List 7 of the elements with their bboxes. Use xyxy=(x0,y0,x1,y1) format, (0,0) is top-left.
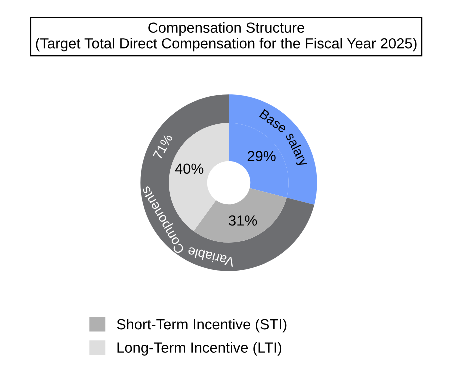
data-label: 40% xyxy=(175,164,204,174)
legend-label: Long-Term Incentive (LTI) xyxy=(118,342,282,356)
chart-title: Compensation Structure (Target Total Direct Compensation for the Fiscal Year 2025) xyxy=(36,22,417,52)
legend-label: Short-Term Incentive (STI) xyxy=(117,318,287,333)
data-label: 31% xyxy=(229,216,258,226)
data-label: 29% xyxy=(248,151,276,162)
data-label: 71% xyxy=(152,134,174,160)
